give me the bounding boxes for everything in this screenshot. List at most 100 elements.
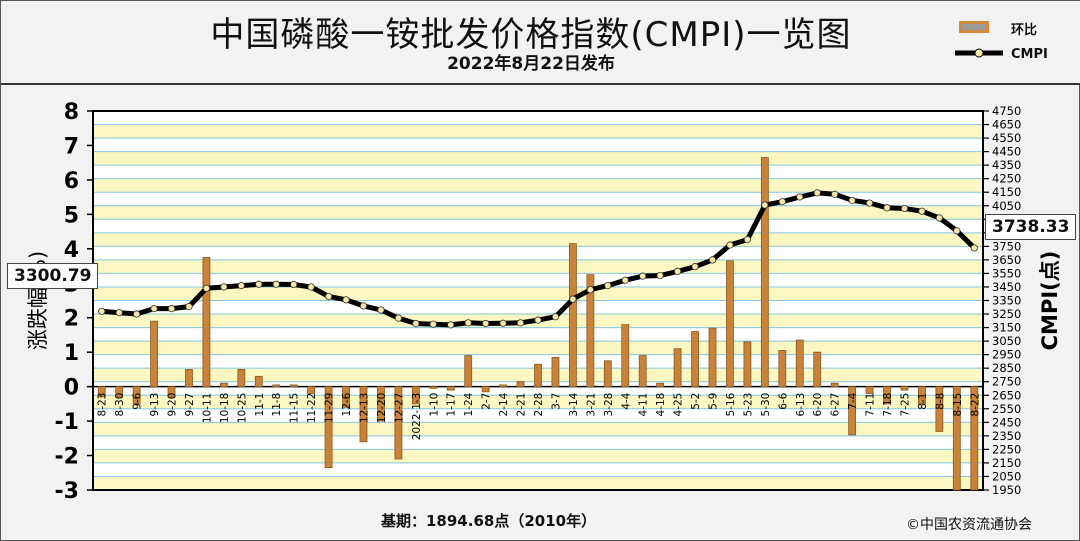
x-tick-label: 4-25 <box>673 393 685 417</box>
x-tick-label: 8-15 <box>952 393 964 417</box>
cmpi-point-7-18 <box>883 204 891 212</box>
legend-line-swatch <box>955 48 1003 58</box>
y-right-tick-label: 3450 <box>992 280 1021 294</box>
bar-7-18 <box>883 386 891 405</box>
cmpi-point-9-13 <box>150 305 158 313</box>
plot-band <box>93 435 983 450</box>
bar-1-24 <box>464 355 473 388</box>
y-right-tick-label: 4150 <box>992 185 1021 199</box>
cmpi-point-8-8 <box>935 214 943 222</box>
bar-4-18 <box>656 382 665 388</box>
plot-band <box>93 300 983 315</box>
x-tick-label: 7-4 <box>847 392 859 409</box>
bar-1-17 <box>446 386 455 391</box>
cmpi-point-4-18 <box>656 271 664 280</box>
legend-line-label: CMPI <box>1011 47 1048 62</box>
y-right-tick-label: 2350 <box>992 429 1021 443</box>
y-right-tick-label: 3550 <box>992 266 1021 280</box>
plot-band <box>93 232 983 247</box>
cmpi-point-3-28 <box>604 282 612 290</box>
x-tick-label: 2-28 <box>533 393 545 417</box>
bar-7-25 <box>900 386 909 391</box>
cmpi-point-6-27 <box>831 190 839 198</box>
y-right-tick-label: 4450 <box>992 145 1021 159</box>
y-right-tick-label: 2050 <box>992 469 1021 483</box>
bar-2-21 <box>516 381 525 388</box>
cmpi-point-9-27 <box>185 302 193 311</box>
plot-band <box>93 205 983 220</box>
cmpi-point-8-15 <box>953 227 961 235</box>
footer-base-period: 基期：1894.68点（2010年） <box>381 512 597 530</box>
plot-band <box>93 124 983 139</box>
cmpi-point-4-11 <box>639 272 647 280</box>
x-tick-label: 7-11 <box>865 393 877 417</box>
x-tick-label: 1-10 <box>428 393 440 417</box>
cmpi-point-2022-1-3 <box>412 319 420 328</box>
cmpi-point-1-17 <box>447 321 455 329</box>
plot-band <box>93 165 983 179</box>
bar-7-11 <box>865 386 874 394</box>
bar-3-28 <box>603 360 612 388</box>
y-right-tick-label: 2450 <box>992 415 1021 429</box>
x-tick-label: 3-14 <box>568 392 580 416</box>
bar-6-6 <box>778 350 787 388</box>
cmpi-point-5-16 <box>726 241 734 249</box>
bar-8-15 <box>952 386 961 491</box>
legend-bar-swatch <box>959 21 989 33</box>
y-right-tick-label: 4550 <box>992 131 1021 145</box>
header: 中国磷酸一铵批发价格指数(CMPI)一览图 2022年8月22日发布 环比 CM… <box>1 1 1080 85</box>
y-right-tick-label: 3650 <box>992 253 1021 267</box>
y-left-tick-label: 4 <box>64 238 79 263</box>
bar-6-13 <box>795 339 804 388</box>
plot-band <box>93 259 983 274</box>
x-tick-label: 5-2 <box>690 393 702 410</box>
cmpi-point-1-10 <box>429 320 437 328</box>
bar-7-4 <box>848 386 857 436</box>
callout-last-value: 3738.33 <box>985 213 1077 240</box>
legend-bar-label: 环比 <box>1011 23 1038 38</box>
bar-11-15 <box>289 384 298 388</box>
x-tick-label: 12-20 <box>376 393 388 424</box>
plot-band <box>93 273 983 287</box>
cmpi-point-9-6 <box>133 310 141 318</box>
plot-band <box>93 138 983 152</box>
cmpi-point-8-22 <box>970 244 978 252</box>
x-tick-label: 6-20 <box>812 393 824 417</box>
x-tick-label: 2-14 <box>498 392 510 416</box>
cmpi-point-7-11 <box>865 199 874 207</box>
x-tick-label: 11-29 <box>324 393 336 424</box>
plot-band <box>93 462 983 477</box>
cmpi-point-11-29 <box>324 292 333 301</box>
cmpi-point-11-15 <box>290 280 298 289</box>
bar-2022-1-3 <box>411 386 420 405</box>
y-left-tick-label: 1 <box>64 341 79 366</box>
bar-9-6 <box>132 386 141 405</box>
cmpi-point-12-20 <box>377 306 385 314</box>
bar-3-14 <box>569 243 577 388</box>
cmpi-point-5-30 <box>761 201 769 209</box>
y-right-tick-label: 4050 <box>992 199 1021 213</box>
footer-copyright: ©中国农资流通协会 <box>906 517 1032 533</box>
y-left-tick-label: -3 <box>55 479 79 504</box>
y-right-tick-label: 2150 <box>992 456 1021 470</box>
x-tick-label: 8-30 <box>114 393 126 417</box>
cmpi-point-9-20 <box>167 305 176 313</box>
x-tick-label: 9-6 <box>132 392 144 409</box>
cmpi-point-4-4 <box>621 276 629 284</box>
bar-10-18 <box>219 382 228 388</box>
x-tick-label: 12-13 <box>358 393 370 424</box>
x-tick-label: 3-28 <box>603 393 615 417</box>
plot-band <box>93 178 983 193</box>
cmpi-point-4-25 <box>674 267 682 275</box>
cmpi-point-5-9 <box>708 256 717 264</box>
chart-subtitle: 2022年8月22日发布 <box>447 54 615 74</box>
x-tick-label: 7-18 <box>882 393 894 417</box>
cmpi-point-10-25 <box>237 282 245 290</box>
y-right-tick-label: 2950 <box>992 348 1021 362</box>
y-right-tick-label: 2650 <box>992 388 1021 402</box>
y-right-tick-label: 3350 <box>992 294 1021 308</box>
plot-band <box>93 327 983 342</box>
plot-band <box>93 151 983 166</box>
bar-6-20 <box>813 351 822 388</box>
